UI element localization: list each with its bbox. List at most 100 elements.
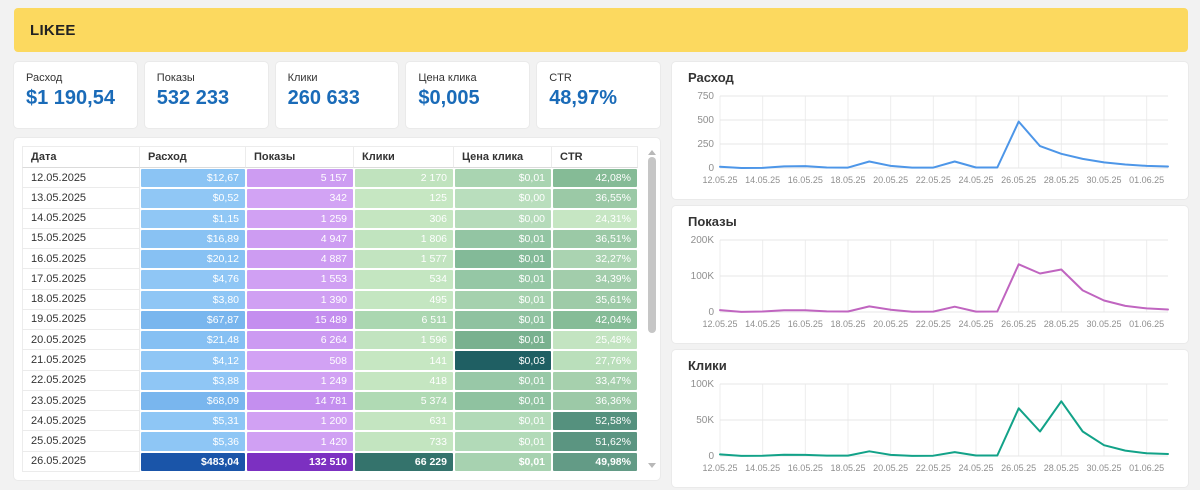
column-header-clicks[interactable]: Клики (354, 146, 454, 168)
value-cell: 25,48% (552, 330, 638, 351)
value-cell: $483,04 (140, 451, 246, 472)
table-scrollbar[interactable] (646, 148, 658, 470)
svg-text:26.05.25: 26.05.25 (1001, 463, 1036, 473)
value-cell: $5,36 (140, 431, 246, 452)
value-cell: 51,62% (552, 431, 638, 452)
table-row[interactable]: 16.05.2025 $20,12 4 887 1 577 $0,01 32,27% (22, 249, 638, 270)
impressions-line-chart[interactable]: 0 100K 200K 12.05.25 14.05.25 16.05.25 18.05.2… (688, 234, 1172, 338)
kpi-card-ctr: CTR 48,97% (537, 62, 660, 128)
kpi-card-spend: Расход $1 190,54 (14, 62, 137, 128)
value-cell: 1 249 (246, 370, 354, 391)
table-row[interactable]: 19.05.2025 $67,87 15 489 6 511 $0,01 42,04% (22, 309, 638, 331)
scroll-down-icon[interactable] (648, 463, 656, 468)
value-cell: $0,01 (454, 168, 552, 189)
value-cell: $0,01 (454, 289, 552, 310)
value-cell: $3,88 (140, 370, 246, 391)
value-cell: $68,09 (140, 390, 246, 412)
kpi-value: $1 190,54 (26, 87, 115, 109)
kpi-label: Клики (287, 72, 318, 84)
value-cell: $67,87 (140, 309, 246, 331)
scroll-up-icon[interactable] (648, 150, 656, 155)
svg-text:12.05.25: 12.05.25 (702, 175, 737, 185)
value-cell: 2 170 (354, 168, 454, 189)
table-row[interactable]: 20.05.2025 $21,48 6 264 1 596 $0,01 25,48% (22, 330, 638, 351)
svg-text:18.05.25: 18.05.25 (830, 319, 865, 329)
chart-card-clicks: Клики 0 50K 100K 12.05.25 14.05.25 16.05.25 18… (672, 350, 1188, 487)
svg-text:20.05.25: 20.05.25 (873, 175, 908, 185)
kpi-value: 48,97% (549, 87, 618, 109)
value-cell: $12,67 (140, 168, 246, 189)
table-row[interactable]: 25.05.2025 $5,36 1 420 733 $0,01 51,62% (22, 431, 638, 452)
date-cell: 12.05.2025 (22, 168, 140, 189)
value-cell: 42,04% (552, 309, 638, 331)
clicks-line-chart[interactable]: 0 50K 100K 12.05.25 14.05.25 16.05.25 18.05.25… (688, 378, 1172, 482)
table-row[interactable]: 15.05.2025 $16,89 4 947 1 806 $0,01 36,51% (22, 228, 638, 250)
value-cell: 125 (354, 188, 454, 209)
svg-text:18.05.25: 18.05.25 (830, 463, 865, 473)
value-cell: 495 (354, 289, 454, 310)
svg-text:22.05.25: 22.05.25 (916, 175, 951, 185)
column-header-cpc[interactable]: Цена клика (454, 146, 552, 168)
left-column: Расход $1 190,54 Показы 532 233 Клики 26… (14, 62, 660, 487)
date-cell: 20.05.2025 (22, 330, 140, 351)
campaign-banner: LIKEE (14, 8, 1188, 52)
kpi-value: $0,005 (418, 87, 480, 109)
value-cell: 24,31% (552, 208, 638, 229)
column-header-date[interactable]: Дата (22, 146, 140, 168)
table-row[interactable]: 17.05.2025 $4,76 1 553 534 $0,01 34,39% (22, 269, 638, 290)
table-row[interactable]: 21.05.2025 $4,12 508 141 $0,03 27,76% (22, 350, 638, 371)
svg-text:12.05.25: 12.05.25 (702, 319, 737, 329)
value-cell: 14 781 (246, 390, 354, 412)
kpi-card-clicks: Клики 260 633 (275, 62, 399, 128)
table-row[interactable]: 23.05.2025 $68,09 14 781 5 374 $0,01 36,36% (22, 390, 638, 412)
value-cell: 32,27% (552, 249, 638, 270)
svg-text:18.05.25: 18.05.25 (830, 175, 865, 185)
table-row[interactable]: 24.05.2025 $5,31 1 200 631 $0,01 52,58% (22, 411, 638, 432)
value-cell: $0,01 (454, 411, 552, 432)
kpi-label: Расход (26, 72, 63, 84)
value-cell: 36,51% (552, 228, 638, 250)
value-cell: 1 420 (246, 431, 354, 452)
kpi-card-cpc: Цена клика $0,005 (406, 62, 530, 128)
value-cell: 34,39% (552, 269, 638, 290)
table-row[interactable]: 14.05.2025 $1,15 1 259 306 $0,00 24,31% (22, 208, 638, 229)
svg-text:20.05.25: 20.05.25 (873, 319, 908, 329)
table-row[interactable]: 13.05.2025 $0,52 342 125 $0,00 36,55% (22, 188, 638, 209)
table-header-row: Дата Расход Показы Клики Цена клика CTR (22, 146, 638, 168)
table-row[interactable]: 26.05.2025 $483,04 132 510 66 229 $0,01 49,98… (22, 451, 638, 472)
svg-text:28.05.25: 28.05.25 (1044, 319, 1079, 329)
date-cell: 15.05.2025 (22, 228, 140, 250)
column-header-impressions[interactable]: Показы (246, 146, 354, 168)
charts-column: Расход 0 250 500 750 12.05.25 14.05.25 16.05.2… (672, 62, 1188, 487)
value-cell: $0,01 (454, 309, 552, 331)
value-cell: 5 157 (246, 168, 354, 189)
kpi-card-impressions: Показы 532 233 (144, 62, 268, 128)
table-row[interactable]: 22.05.2025 $3,88 1 249 418 $0,01 33,47% (22, 370, 638, 391)
value-cell: $0,01 (454, 330, 552, 351)
kpi-label: Показы (156, 72, 195, 84)
kpi-row: Расход $1 190,54 Показы 532 233 Клики 26… (14, 62, 660, 128)
spend-line-chart[interactable]: 0 250 500 750 12.05.25 14.05.25 16.05.25 18.05.… (688, 90, 1172, 194)
value-cell: $4,76 (140, 269, 246, 290)
chart-card-spend: Расход 0 250 500 750 12.05.25 14.05.25 16.05.2… (672, 62, 1188, 199)
svg-text:22.05.25: 22.05.25 (916, 463, 951, 473)
svg-text:100K: 100K (691, 379, 715, 390)
column-header-ctr[interactable]: CTR (552, 146, 638, 168)
scrollbar-track[interactable] (648, 157, 656, 461)
table-row[interactable]: 12.05.2025 $12,67 5 157 2 170 $0,01 42,08% (22, 168, 638, 189)
value-cell: 6 264 (246, 330, 354, 351)
value-cell: $0,03 (454, 350, 552, 371)
svg-text:26.05.25: 26.05.25 (1001, 175, 1036, 185)
column-header-spend[interactable]: Расход (140, 146, 246, 168)
value-cell: $0,01 (454, 451, 552, 472)
svg-text:24.05.25: 24.05.25 (958, 175, 993, 185)
value-cell: $0,00 (454, 208, 552, 229)
date-cell: 17.05.2025 (22, 269, 140, 290)
svg-text:14.05.25: 14.05.25 (745, 175, 780, 185)
svg-text:0: 0 (708, 163, 714, 174)
scrollbar-thumb[interactable] (648, 157, 656, 334)
value-cell: $16,89 (140, 228, 246, 250)
table-row[interactable]: 18.05.2025 $3,80 1 390 495 $0,01 35,61% (22, 289, 638, 310)
value-cell: 27,76% (552, 350, 638, 371)
